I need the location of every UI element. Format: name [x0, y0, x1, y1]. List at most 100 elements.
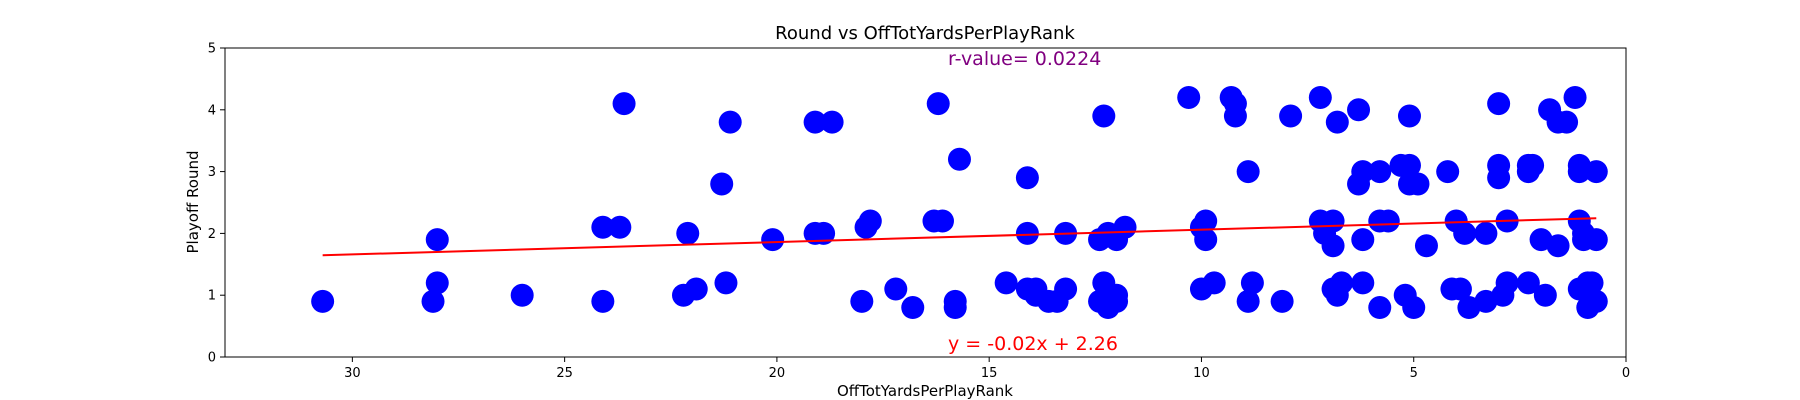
- data-point: [994, 271, 1018, 295]
- data-point: [1368, 160, 1392, 184]
- data-point: [943, 296, 967, 320]
- data-point: [1015, 221, 1039, 245]
- data-point: [1330, 271, 1354, 295]
- x-tick-label: 10: [1193, 366, 1210, 381]
- data-point: [684, 277, 708, 301]
- data-point: [1270, 289, 1294, 313]
- data-point: [608, 215, 632, 239]
- data-point: [425, 228, 449, 252]
- data-point: [1202, 271, 1226, 295]
- y-tick-label: 1: [208, 289, 216, 304]
- data-point: [1521, 153, 1545, 177]
- data-point: [884, 277, 908, 301]
- data-point: [1584, 289, 1608, 313]
- x-axis-label: OffTotYardsPerPlayRank: [837, 382, 1013, 400]
- data-point: [1474, 221, 1498, 245]
- data-point: [1054, 277, 1078, 301]
- data-point: [901, 296, 925, 320]
- data-point: [1177, 85, 1201, 109]
- data-point: [1448, 277, 1472, 301]
- data-point: [803, 110, 827, 134]
- y-axis-label: Playoff Round: [184, 150, 202, 253]
- data-point: [1563, 85, 1587, 109]
- data-point: [926, 92, 950, 116]
- data-point: [1397, 104, 1421, 128]
- data-point: [1194, 209, 1218, 233]
- y-tick-label: 2: [208, 227, 216, 242]
- data-point: [425, 271, 449, 295]
- data-point: [1321, 234, 1345, 258]
- data-point: [1194, 228, 1218, 252]
- regression-layer: [322, 217, 1597, 257]
- data-point: [1546, 234, 1570, 258]
- points-layer: [311, 85, 1608, 320]
- data-point: [1351, 228, 1375, 252]
- data-point: [1092, 104, 1116, 128]
- data-point: [1495, 271, 1519, 295]
- data-point: [710, 172, 734, 196]
- data-point: [930, 209, 954, 233]
- regression-equation-annotation: y = -0.02x + 2.26: [948, 333, 1118, 355]
- data-point: [1487, 92, 1511, 116]
- data-point: [1325, 110, 1349, 134]
- data-point: [1397, 153, 1421, 177]
- data-point: [1533, 283, 1557, 307]
- data-point: [1236, 289, 1260, 313]
- data-point: [1453, 221, 1477, 245]
- data-point: [1015, 166, 1039, 190]
- y-axis-ticks: 0 1 2 3 4 5: [208, 42, 225, 366]
- data-point: [1436, 160, 1460, 184]
- data-point: [612, 92, 636, 116]
- x-tick-label: 0: [1622, 366, 1630, 381]
- data-point: [1567, 160, 1591, 184]
- data-point: [761, 228, 785, 252]
- data-point: [820, 110, 844, 134]
- data-point: [714, 271, 738, 295]
- data-point: [1487, 166, 1511, 190]
- y-tick-label: 0: [208, 351, 216, 366]
- data-point: [718, 110, 742, 134]
- data-point: [1321, 209, 1345, 233]
- r-value-annotation: r-value= 0.0224: [948, 48, 1101, 70]
- data-point: [676, 221, 700, 245]
- data-point: [1240, 271, 1264, 295]
- data-point: [1402, 296, 1426, 320]
- x-tick-label: 25: [556, 366, 573, 381]
- data-point: [1113, 215, 1137, 239]
- data-point: [812, 221, 836, 245]
- data-point: [591, 215, 615, 239]
- data-point: [947, 147, 971, 171]
- data-point: [1347, 172, 1371, 196]
- data-point: [1406, 172, 1430, 196]
- data-point: [421, 289, 445, 313]
- y-tick-label: 4: [208, 103, 216, 118]
- x-axis-ticks: 30 25 20 15 10 5 0: [344, 357, 1630, 381]
- data-point: [1414, 234, 1438, 258]
- plot-frame: [224, 47, 1627, 358]
- data-point: [1584, 160, 1608, 184]
- data-point: [591, 289, 615, 313]
- y-tick-label: 5: [208, 42, 216, 57]
- x-tick-label: 5: [1410, 366, 1418, 381]
- data-point: [1308, 85, 1332, 109]
- chart-title: Round vs OffTotYardsPerPlayRank: [775, 23, 1075, 44]
- data-point: [850, 289, 874, 313]
- data-point: [1347, 98, 1371, 122]
- data-point: [510, 283, 534, 307]
- data-point: [1279, 104, 1303, 128]
- regression-line: [322, 217, 1597, 257]
- data-point: [311, 289, 335, 313]
- data-point: [858, 209, 882, 233]
- x-tick-label: 20: [769, 366, 786, 381]
- data-point: [1236, 160, 1260, 184]
- x-tick-label: 30: [344, 366, 361, 381]
- data-point: [1584, 228, 1608, 252]
- y-tick-label: 3: [208, 165, 216, 180]
- data-point: [1351, 271, 1375, 295]
- data-point: [1376, 209, 1400, 233]
- data-point: [1580, 271, 1604, 295]
- data-point: [1223, 104, 1247, 128]
- data-point: [1555, 110, 1579, 134]
